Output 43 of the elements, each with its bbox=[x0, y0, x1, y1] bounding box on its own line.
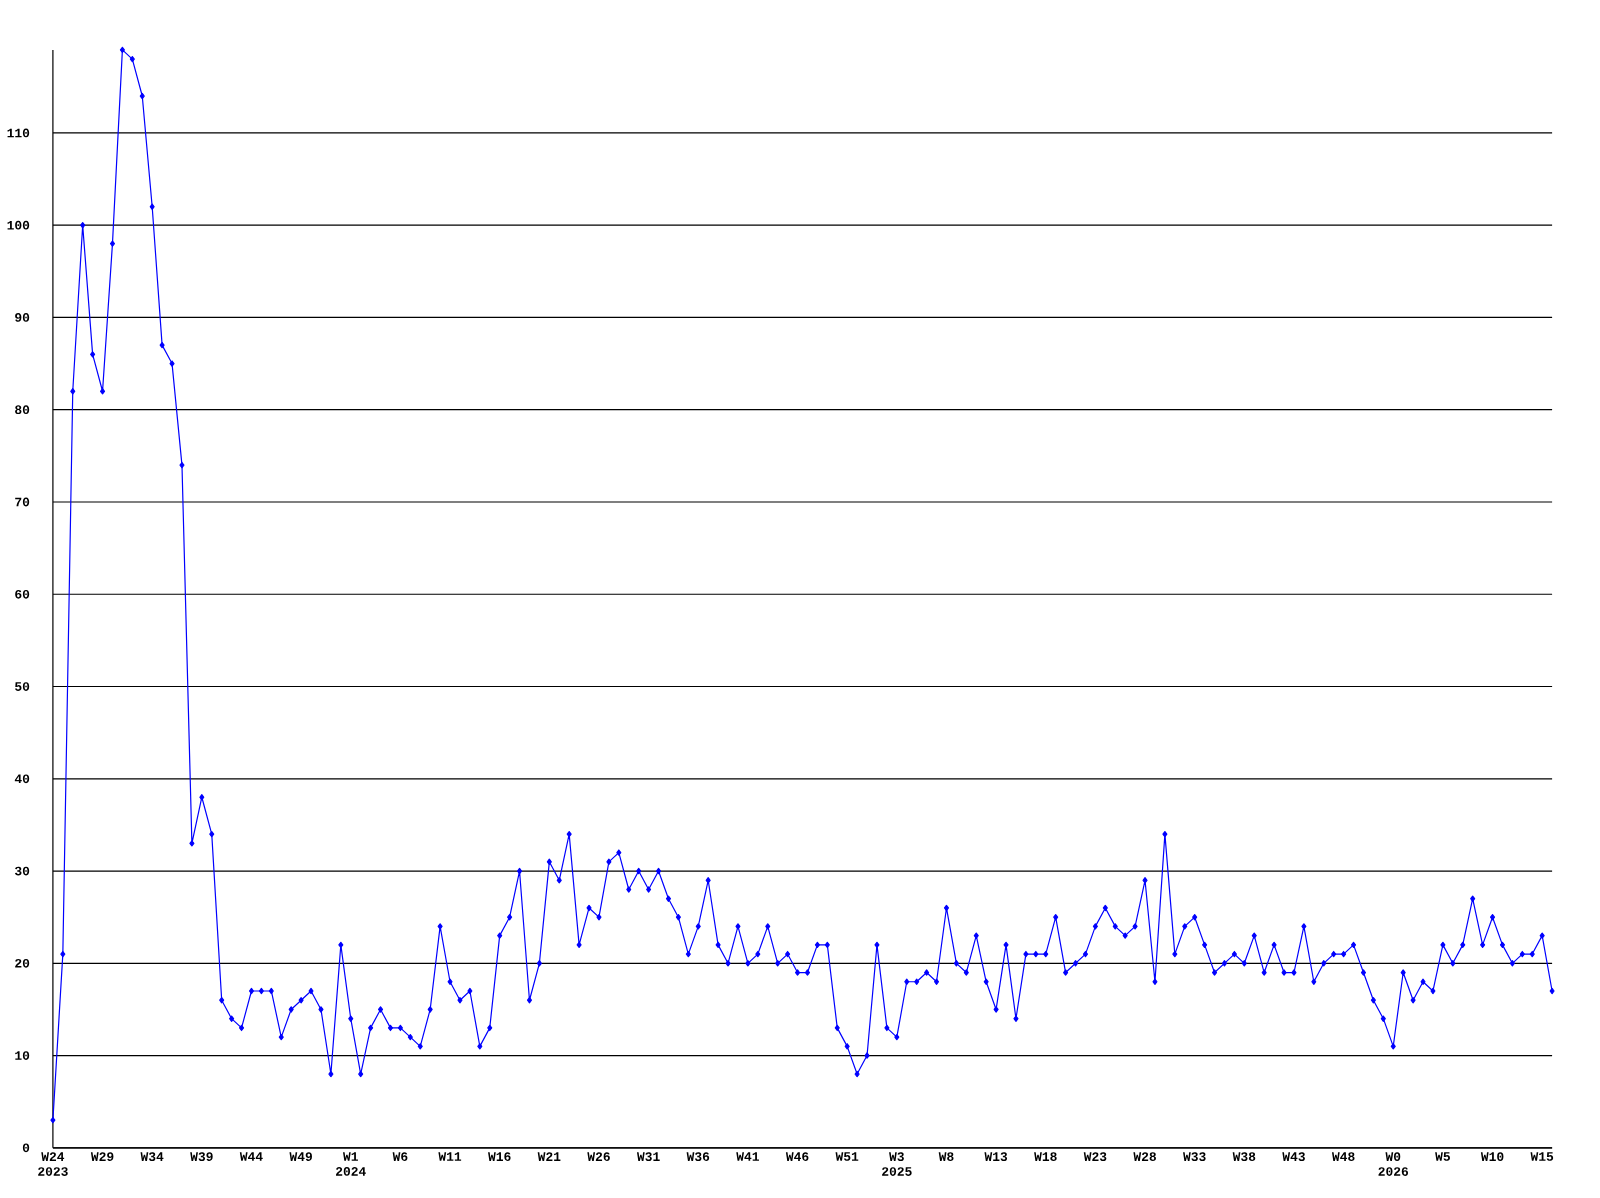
y-tick-label: 100 bbox=[7, 220, 30, 230]
x-tick-label: W49 bbox=[289, 1152, 312, 1162]
x-tick-label: W26 bbox=[587, 1152, 610, 1162]
y-tick-label: 30 bbox=[14, 866, 30, 876]
x-tick-label: W33 bbox=[1183, 1152, 1206, 1162]
x-tick-label: W43 bbox=[1282, 1152, 1305, 1162]
x-tick-label: W1 2024 bbox=[336, 1152, 366, 1176]
y-tick-label: 90 bbox=[15, 313, 30, 322]
x-tick-label: W44 bbox=[239, 1152, 263, 1161]
x-tick-label: W6 bbox=[392, 1152, 408, 1162]
y-tick-label: 50 bbox=[15, 682, 30, 692]
x-tick-label: W51 bbox=[835, 1152, 859, 1161]
y-tick-label: 70 bbox=[15, 497, 30, 507]
x-tick-label: W36 bbox=[686, 1152, 710, 1162]
y-tick-label: 80 bbox=[15, 405, 30, 415]
y-tick-label: 0 bbox=[22, 1143, 30, 1153]
x-tick-label: W24 2023 bbox=[38, 1152, 68, 1177]
x-tick-label: W13 bbox=[984, 1152, 1008, 1162]
x-tick-label: W10 bbox=[1480, 1152, 1504, 1162]
x-tick-label: W46 bbox=[785, 1152, 809, 1162]
y-tick-label: 20 bbox=[15, 959, 30, 968]
x-tick-label: W31 bbox=[636, 1152, 660, 1162]
x-tick-label: W21 bbox=[537, 1152, 561, 1162]
x-tick-label: W8 bbox=[938, 1152, 954, 1162]
y-tick-label: 40 bbox=[14, 774, 30, 784]
x-tick-label: W3 2025 bbox=[882, 1152, 912, 1177]
x-tick-label: W5 bbox=[1435, 1152, 1450, 1161]
x-tick-label: W48 bbox=[1331, 1152, 1355, 1162]
x-tick-label: W39 bbox=[190, 1152, 213, 1162]
x-tick-label: W38 bbox=[1232, 1152, 1256, 1162]
x-tick-label: W34 bbox=[140, 1152, 164, 1162]
y-tick-label: 60 bbox=[15, 590, 30, 599]
x-tick-label: W0 2026 bbox=[1378, 1152, 1409, 1177]
x-tick-label: W15 bbox=[1530, 1152, 1554, 1161]
y-tick-label: 10 bbox=[15, 1051, 30, 1061]
x-tick-label: W28 bbox=[1133, 1152, 1156, 1162]
x-tick-label: W41 bbox=[736, 1152, 759, 1161]
x-tick-label: W16 bbox=[488, 1152, 511, 1162]
x-tick-label: W18 bbox=[1034, 1152, 1057, 1162]
x-tick-label: W11 bbox=[438, 1152, 462, 1161]
x-tick-label: W23 bbox=[1083, 1152, 1107, 1162]
x-tick-label: W29 bbox=[90, 1152, 114, 1162]
y-tick-label: 110 bbox=[7, 128, 30, 138]
